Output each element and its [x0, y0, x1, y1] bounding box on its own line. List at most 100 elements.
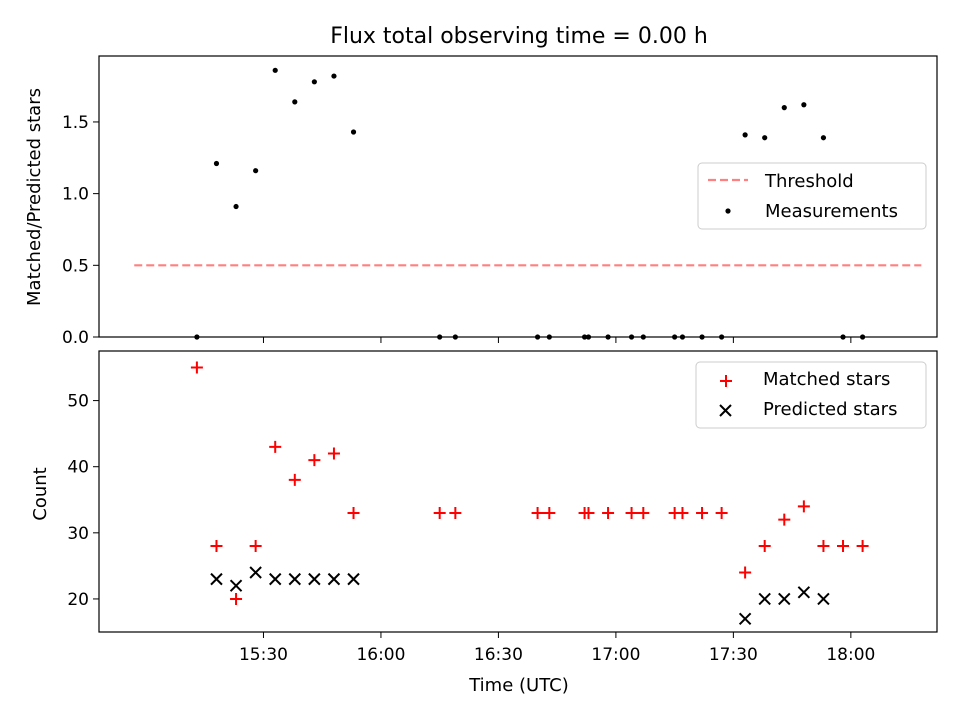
measurement-point [581, 334, 588, 340]
matched-point [327, 447, 340, 460]
top-legend-frame [697, 162, 927, 230]
measurement-point [331, 73, 337, 79]
matched-point [190, 361, 203, 374]
y-tick-label: 50 [67, 392, 89, 412]
matched-point [817, 540, 830, 553]
predicted-point [229, 579, 243, 592]
legend-measurements-swatch [725, 208, 731, 214]
matched-point [676, 506, 689, 519]
measurement-point [213, 160, 220, 167]
matched-point [696, 506, 709, 519]
y-tick-label: 1.5 [62, 113, 89, 133]
matched-point [602, 506, 615, 519]
bottom-legend-frame [695, 361, 927, 429]
measurement-point [840, 334, 846, 340]
plot-frame [98, 350, 938, 633]
predicted-point [778, 592, 791, 606]
top-ylabel: Matched/Predicted stars [24, 88, 45, 306]
y-tick-label: 1.0 [62, 185, 89, 205]
legend-matched-swatch [720, 375, 732, 387]
measurement-point [546, 334, 552, 340]
measurement-point [233, 203, 239, 210]
legend-predicted-swatch [719, 404, 732, 417]
measurement-point [272, 67, 278, 73]
measurement-point [859, 334, 866, 340]
measurement-point [437, 334, 443, 340]
x-tick-label: 15:30 [239, 645, 288, 665]
bottom-legend: Matched stars Predicted stars [695, 361, 927, 429]
plot-frame [98, 55, 938, 338]
y-tick-label: 0.0 [62, 328, 89, 348]
predicted-point [249, 566, 262, 579]
matched-point [269, 440, 282, 453]
matched-point [625, 506, 638, 519]
matched-point [856, 540, 869, 553]
predicted-point [308, 572, 321, 586]
ratio-panel: 0.0 0.5 1.0 1.5 [62, 55, 938, 348]
measurement-point [292, 99, 298, 105]
x-tick-label: 17:00 [591, 645, 640, 665]
predicted-point [327, 572, 341, 586]
predicted-point [288, 572, 302, 586]
legend-measurements-label: Measurements [765, 201, 898, 222]
measurement-point [801, 102, 807, 108]
predicted-point [738, 612, 752, 625]
matched-point [210, 540, 223, 553]
matched-point [449, 506, 462, 519]
matched-point [778, 513, 791, 526]
predicted-point [758, 592, 771, 606]
measurement-point [742, 132, 748, 138]
matched-point [288, 473, 301, 486]
measurement-point [640, 334, 646, 340]
measurement-point [628, 334, 635, 340]
y-tick-label: 0.5 [62, 256, 89, 276]
matched-point [637, 506, 650, 519]
legend-matched-label: Matched stars [763, 369, 890, 390]
matched-point [531, 506, 544, 519]
matched-point [433, 506, 446, 519]
x-tick-label: 17:30 [709, 645, 758, 665]
predicted-point [797, 586, 811, 599]
chart-title: Flux total observing time = 0.00 h [330, 24, 708, 49]
matched-point [230, 592, 243, 605]
measurement-point [699, 334, 705, 340]
top-legend: Threshold Measurements [697, 162, 927, 230]
x-tick-label: 16:30 [474, 645, 523, 665]
count-panel: 20 30 40 50 15:30 16:00 16:30 17:00 17:30 18:00 [67, 350, 938, 665]
matched-point [715, 506, 728, 519]
matched-point [347, 506, 360, 519]
measurement-point [253, 168, 259, 174]
matched-point [308, 454, 321, 467]
matched-point [582, 506, 595, 519]
measurement-point [585, 334, 592, 340]
measurement-point [820, 135, 827, 141]
measurement-point [719, 334, 725, 340]
y-tick-label: 20 [67, 590, 89, 610]
x-tick-label: 18:00 [826, 645, 875, 665]
measurement-point [452, 334, 458, 340]
matched-point [837, 540, 850, 553]
y-tick-label: 30 [67, 524, 89, 544]
measurement-point [311, 79, 317, 85]
measurement-point [781, 105, 787, 111]
measurement-point [194, 334, 200, 340]
measurement-point [672, 334, 678, 340]
measurement-point [762, 135, 768, 141]
predicted-point [269, 572, 282, 586]
predicted-point [210, 572, 223, 586]
measurement-point [679, 334, 686, 340]
measurement-point [605, 334, 611, 340]
matched-point [739, 566, 752, 579]
bottom-ylabel: Count [30, 467, 51, 520]
x-tick-label: 16:00 [356, 645, 405, 665]
y-tick-label: 40 [67, 458, 89, 478]
matched-point [543, 506, 556, 519]
measurement-point [534, 334, 541, 340]
legend-threshold-label: Threshold [764, 171, 854, 192]
matched-point [797, 500, 810, 513]
predicted-point [817, 592, 830, 606]
legend-predicted-label: Predicted stars [763, 399, 897, 420]
bottom-xlabel: Time (UTC) [468, 675, 569, 696]
matched-point [249, 540, 262, 553]
